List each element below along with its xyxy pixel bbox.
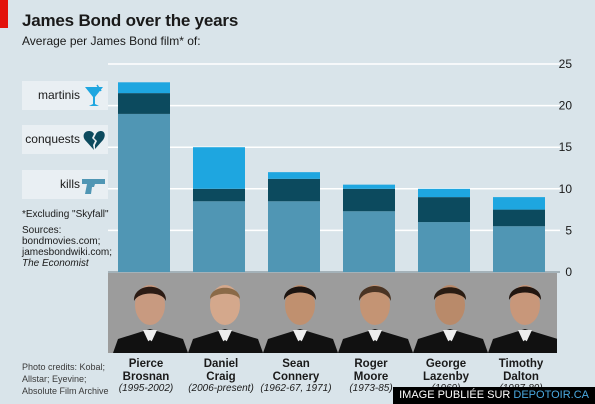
y-tick-label: 0 bbox=[565, 265, 572, 279]
y-axis: 0 5 10 15 20 25 bbox=[559, 57, 573, 279]
actor-portrait-craig bbox=[188, 285, 263, 353]
actor-portrait-dalton bbox=[488, 285, 557, 353]
actor-years: (1962-67, 1971) bbox=[260, 383, 332, 394]
bar-martinis bbox=[493, 197, 545, 210]
bar-kills bbox=[268, 201, 320, 272]
actor-name: George bbox=[425, 358, 467, 370]
legend-label: martinis bbox=[37, 88, 80, 102]
chart-subtitle: Average per James Bond film* of: bbox=[22, 34, 201, 48]
bar-kills bbox=[193, 201, 245, 272]
actor-label: Roger Moore (1973-85) bbox=[333, 358, 409, 395]
footnote: *Excluding "Skyfall" bbox=[22, 209, 109, 220]
credit-line: Allstar; Eyevine; bbox=[22, 374, 87, 384]
actor-name: Sean bbox=[282, 358, 310, 370]
photo-credits: Photo credits: Kobal; Allstar; Eyevine; … bbox=[22, 361, 112, 397]
broken-heart-icon bbox=[83, 131, 105, 150]
source-line: bondmovies.com; bbox=[22, 236, 101, 247]
actor-name: Daniel bbox=[203, 358, 239, 370]
bar-kills bbox=[343, 211, 395, 272]
pistol-icon bbox=[82, 179, 105, 194]
actor-name: Moore bbox=[353, 370, 389, 383]
bar-conquests bbox=[418, 197, 470, 223]
actor-name: Timothy bbox=[498, 358, 544, 370]
actor-years: (2006-present) bbox=[188, 383, 254, 394]
gridlines bbox=[108, 63, 560, 273]
actor-name: Connery bbox=[272, 370, 320, 383]
y-tick-label: 10 bbox=[559, 182, 573, 196]
source-line: jamesbondwiki.com; bbox=[22, 247, 113, 258]
actor-photo-strip bbox=[108, 273, 557, 353]
y-tick-label: 25 bbox=[559, 57, 573, 71]
y-tick-label: 20 bbox=[559, 99, 573, 113]
actor-label: Sean Connery (1962-67, 1971) bbox=[258, 358, 334, 395]
bar-conquests bbox=[118, 93, 170, 114]
y-tick-label: 15 bbox=[559, 140, 573, 154]
sources: Sources: bondmovies.com; jamesbondwiki.c… bbox=[22, 225, 114, 269]
bar-kills bbox=[493, 226, 545, 272]
watermark-prefix: IMAGE PUBLIÉE SUR bbox=[399, 389, 514, 401]
brand-tab bbox=[0, 0, 8, 28]
actor-name: Brosnan bbox=[122, 370, 170, 383]
source-line: The Economist bbox=[22, 258, 89, 269]
actor-portrait-brosnan bbox=[113, 285, 188, 353]
bar-conquests bbox=[343, 188, 395, 212]
actor-portrait-moore bbox=[338, 285, 413, 353]
bar-conquests bbox=[493, 209, 545, 227]
bar-kills bbox=[118, 113, 170, 272]
actor-years: (1973-85) bbox=[349, 383, 393, 394]
bar-group bbox=[118, 82, 545, 272]
source-line: Sources: bbox=[22, 225, 62, 236]
martini-glass-icon bbox=[85, 84, 103, 106]
actor-portrait-connery bbox=[263, 285, 338, 353]
bar-conquests bbox=[268, 178, 320, 202]
actor-name: Craig bbox=[206, 370, 236, 383]
actor-label: Pierce Brosnan (1995-2002) bbox=[108, 358, 184, 395]
legend-label: kills bbox=[60, 177, 80, 191]
watermark-site: DEPOTOIR.CA bbox=[513, 389, 589, 401]
credit-line: Photo credits: Kobal; bbox=[22, 362, 106, 372]
bar-kills bbox=[418, 222, 470, 272]
chart-title: James Bond over the years bbox=[22, 11, 239, 30]
actor-name: Dalton bbox=[503, 370, 539, 383]
actor-label: Daniel Craig (2006-present) bbox=[183, 358, 259, 395]
credit-line: Absolute Film Archive bbox=[22, 386, 109, 396]
legend-label: conquests bbox=[25, 132, 80, 146]
actor-name: Pierce bbox=[128, 358, 164, 370]
bar-martinis bbox=[343, 184, 395, 189]
legend-martinis: martinis bbox=[22, 81, 108, 110]
bar-martinis bbox=[118, 82, 170, 94]
actor-name: Roger bbox=[354, 358, 388, 370]
legend-conquests: conquests bbox=[22, 125, 108, 154]
bar-martinis bbox=[268, 172, 320, 179]
actor-portrait-lazenby bbox=[413, 285, 488, 353]
bar-conquests bbox=[193, 188, 245, 202]
legend-kills: kills bbox=[22, 170, 108, 199]
actor-years: (1995-2002) bbox=[118, 383, 174, 394]
bar-martinis bbox=[418, 188, 470, 198]
watermark: IMAGE PUBLIÉE SUR DEPOTOIR.CA bbox=[393, 387, 595, 404]
actor-name: Lazenby bbox=[422, 370, 469, 383]
bar-martinis bbox=[193, 147, 245, 189]
y-tick-label: 5 bbox=[565, 223, 572, 237]
